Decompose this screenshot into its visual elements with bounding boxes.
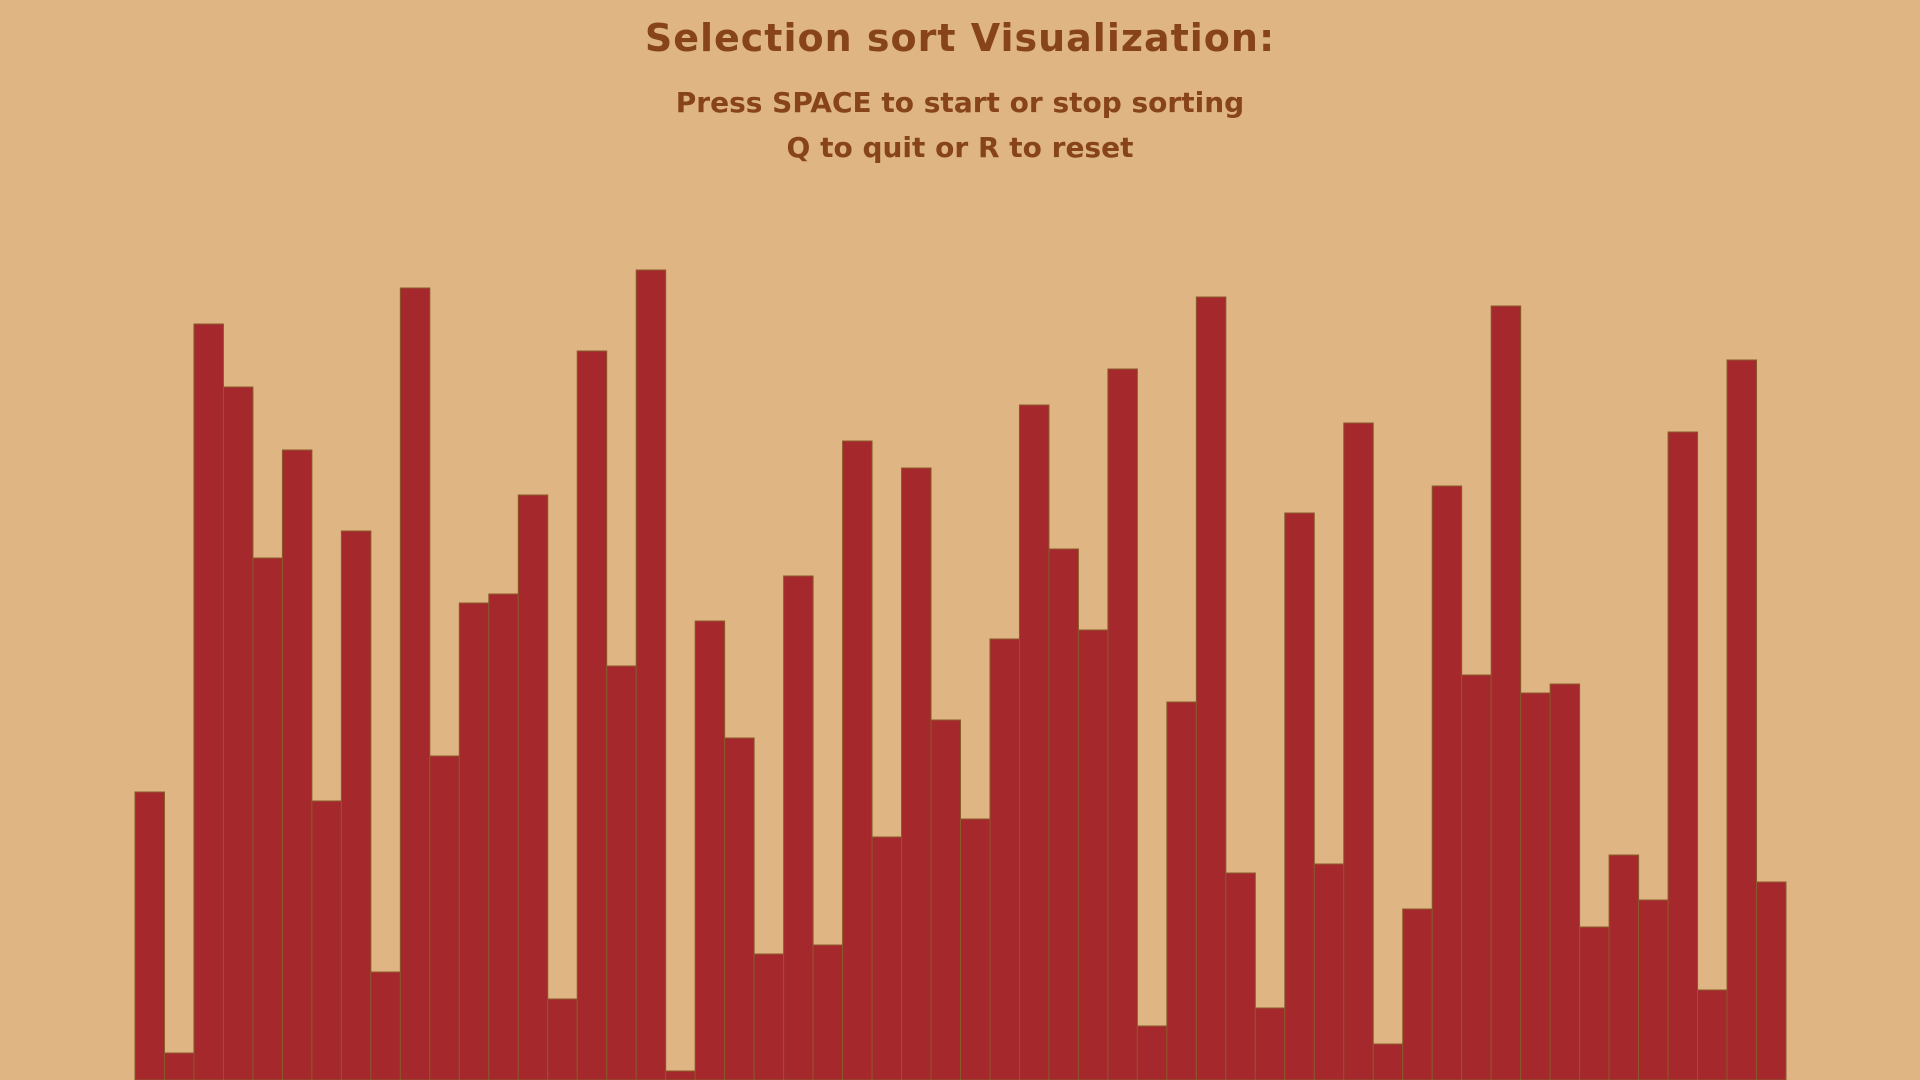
- bar: [606, 665, 637, 1080]
- bar: [1107, 368, 1138, 1080]
- bar: [429, 755, 460, 1080]
- bar: [930, 719, 962, 1080]
- bar: [635, 269, 667, 1080]
- bar: [753, 953, 785, 1080]
- bar: [960, 818, 991, 1080]
- bar: [488, 593, 519, 1080]
- bar: [1726, 359, 1758, 1080]
- instruction-start-stop: Press SPACE to start or stop sorting: [675, 86, 1245, 119]
- bar: [399, 287, 431, 1080]
- bar: [340, 530, 372, 1080]
- bar: [222, 386, 254, 1080]
- bar: [1284, 512, 1315, 1080]
- bar: [1608, 854, 1640, 1080]
- bar: [576, 350, 608, 1080]
- bar: [1756, 881, 1787, 1080]
- bar: [783, 575, 814, 1080]
- bar: [1490, 305, 1522, 1080]
- bar: [1520, 692, 1551, 1080]
- bar: [1048, 548, 1079, 1080]
- bar: [163, 1052, 195, 1080]
- bar: [812, 944, 844, 1080]
- bar: [1549, 683, 1581, 1080]
- bar: [1018, 404, 1050, 1080]
- bar: [1638, 899, 1669, 1080]
- bar: [311, 800, 342, 1080]
- bar: [1343, 422, 1374, 1080]
- bar: [517, 494, 549, 1080]
- bar: [1667, 431, 1699, 1080]
- bar: [901, 467, 932, 1080]
- bar: [989, 638, 1020, 1080]
- bar: [134, 791, 165, 1080]
- bar: [842, 440, 873, 1080]
- bar: [1372, 1043, 1404, 1080]
- bar: [1136, 1025, 1168, 1080]
- bar: [1402, 908, 1433, 1080]
- bar: [1579, 926, 1610, 1080]
- bar: [1166, 701, 1197, 1080]
- bar: [193, 323, 224, 1080]
- bar: [1697, 989, 1728, 1080]
- bar: [547, 998, 578, 1080]
- bar: [252, 557, 283, 1080]
- bar: [665, 1070, 696, 1080]
- instruction-quit-reset: Q to quit or R to reset: [786, 131, 1134, 164]
- bar: [871, 836, 903, 1080]
- bar: [281, 449, 313, 1080]
- bar: [1195, 296, 1227, 1080]
- bar: [1254, 1007, 1286, 1080]
- bar: [1225, 872, 1256, 1080]
- bar: [1313, 863, 1345, 1080]
- bar: [694, 620, 726, 1080]
- bar: [724, 737, 755, 1080]
- bar: [458, 602, 490, 1080]
- bar: [1077, 629, 1109, 1080]
- title: Selection sort Visualization:: [644, 16, 1276, 60]
- bar: [1461, 674, 1492, 1080]
- bar: [1431, 485, 1463, 1080]
- bar: [370, 971, 401, 1080]
